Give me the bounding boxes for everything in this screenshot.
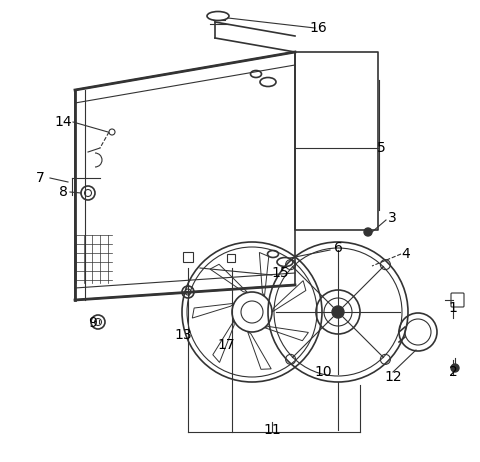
Text: 9: 9 [89, 316, 97, 330]
Text: 3: 3 [388, 211, 396, 225]
Text: 8: 8 [59, 185, 67, 199]
Text: 2: 2 [449, 365, 457, 379]
Circle shape [451, 364, 459, 372]
Text: 17: 17 [217, 338, 235, 352]
Text: 7: 7 [36, 171, 44, 185]
Text: 15: 15 [271, 266, 289, 280]
Text: 5: 5 [377, 141, 385, 155]
Text: 12: 12 [384, 370, 402, 384]
Text: 11: 11 [263, 423, 281, 437]
Text: 13: 13 [174, 328, 192, 342]
Text: 14: 14 [54, 115, 72, 129]
Circle shape [364, 228, 372, 236]
Text: 16: 16 [309, 21, 327, 35]
Text: 6: 6 [334, 241, 342, 255]
Circle shape [332, 306, 344, 318]
Text: 1: 1 [449, 301, 457, 315]
Text: 10: 10 [314, 365, 332, 379]
Text: 4: 4 [402, 247, 410, 261]
